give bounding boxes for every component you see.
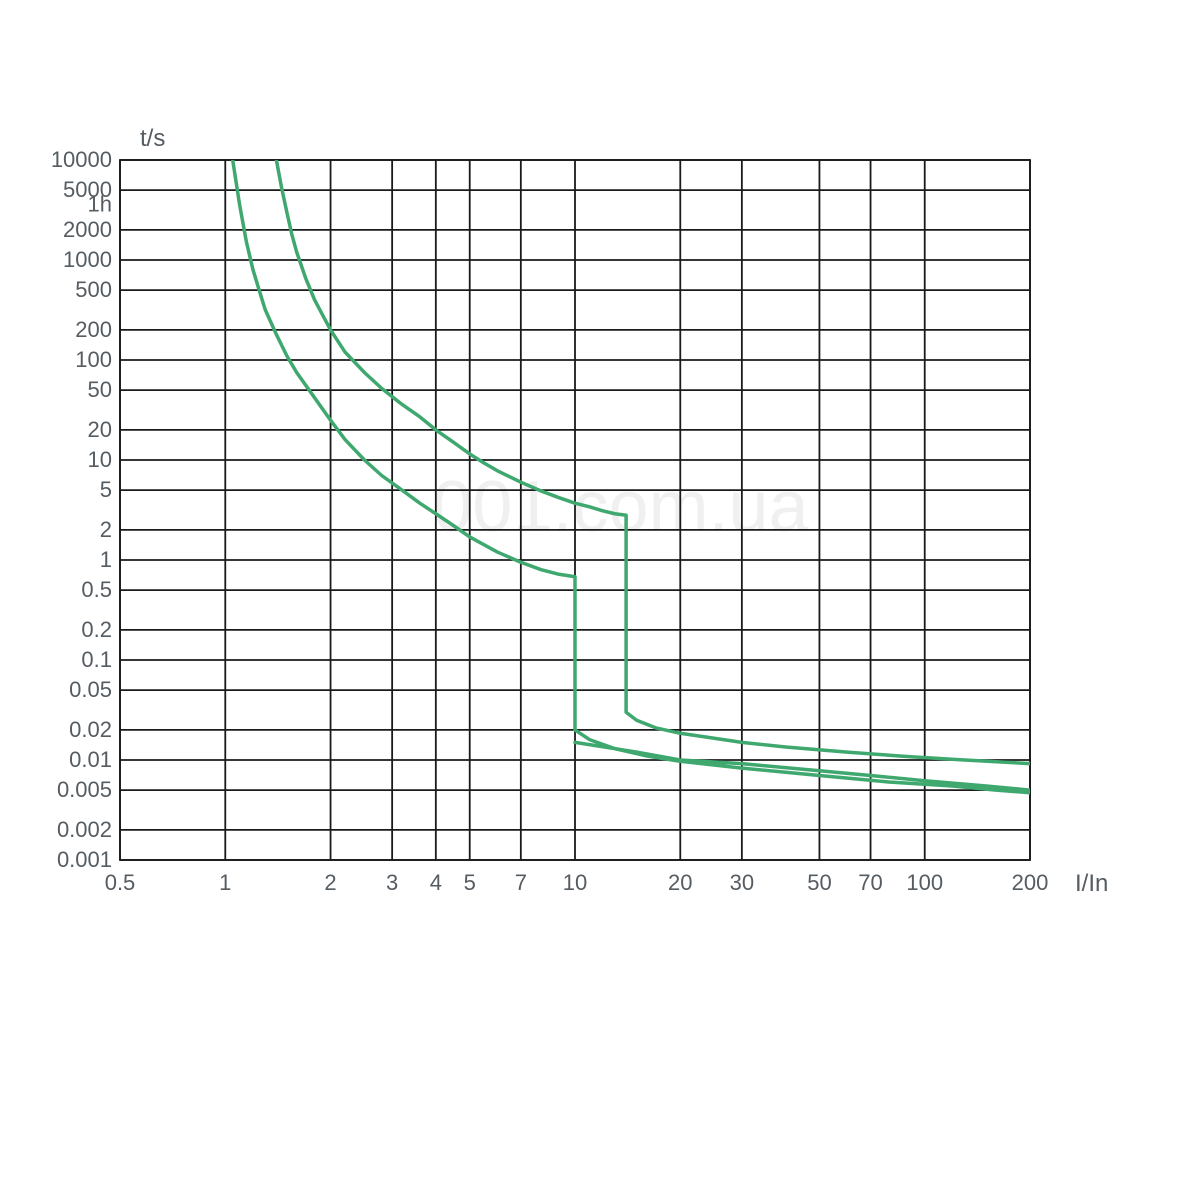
- x-tick-label: 1: [219, 870, 231, 895]
- y-tick-label: 0.002: [57, 817, 112, 842]
- x-axis-title: I/In: [1075, 870, 1108, 898]
- x-tick-label: 70: [858, 870, 882, 895]
- y-extra-label: 1h: [88, 191, 112, 216]
- y-tick-label: 20: [88, 417, 112, 442]
- x-tick-label: 30: [730, 870, 754, 895]
- x-tick-label: 20: [668, 870, 692, 895]
- chart-svg: 001.com.ua0.512345710203050701002000.001…: [0, 0, 1200, 1200]
- y-axis-title: t/s: [140, 125, 165, 153]
- x-tick-label: 3: [386, 870, 398, 895]
- trip-curve-chart: 001.com.ua0.512345710203050701002000.001…: [0, 0, 1200, 1200]
- y-tick-label: 0.2: [81, 617, 112, 642]
- x-tick-label: 7: [515, 870, 527, 895]
- x-tick-label: 5: [464, 870, 476, 895]
- x-tick-label: 2: [324, 870, 336, 895]
- y-tick-label: 10: [88, 447, 112, 472]
- y-tick-label: 0.01: [69, 747, 112, 772]
- x-tick-label: 0.5: [105, 870, 136, 895]
- y-tick-label: 0.005: [57, 777, 112, 802]
- y-tick-label: 0.5: [81, 577, 112, 602]
- y-tick-label: 0.02: [69, 717, 112, 742]
- y-tick-label: 5: [100, 477, 112, 502]
- y-tick-label: 10000: [51, 147, 112, 172]
- y-tick-label: 0.1: [81, 647, 112, 672]
- y-tick-label: 500: [75, 277, 112, 302]
- y-tick-label: 1: [100, 547, 112, 572]
- y-tick-label: 200: [75, 317, 112, 342]
- y-tick-label: 50: [88, 377, 112, 402]
- y-tick-label: 2: [100, 517, 112, 542]
- watermark: 001.com.ua: [432, 467, 809, 547]
- y-tick-label: 0.001: [57, 847, 112, 872]
- y-tick-label: 100: [75, 347, 112, 372]
- x-tick-label: 200: [1012, 870, 1049, 895]
- x-tick-label: 4: [430, 870, 442, 895]
- x-tick-label: 100: [906, 870, 943, 895]
- x-tick-label: 10: [563, 870, 587, 895]
- y-tick-label: 1000: [63, 247, 112, 272]
- y-tick-label: 2000: [63, 217, 112, 242]
- y-tick-label: 0.05: [69, 677, 112, 702]
- x-tick-label: 50: [807, 870, 831, 895]
